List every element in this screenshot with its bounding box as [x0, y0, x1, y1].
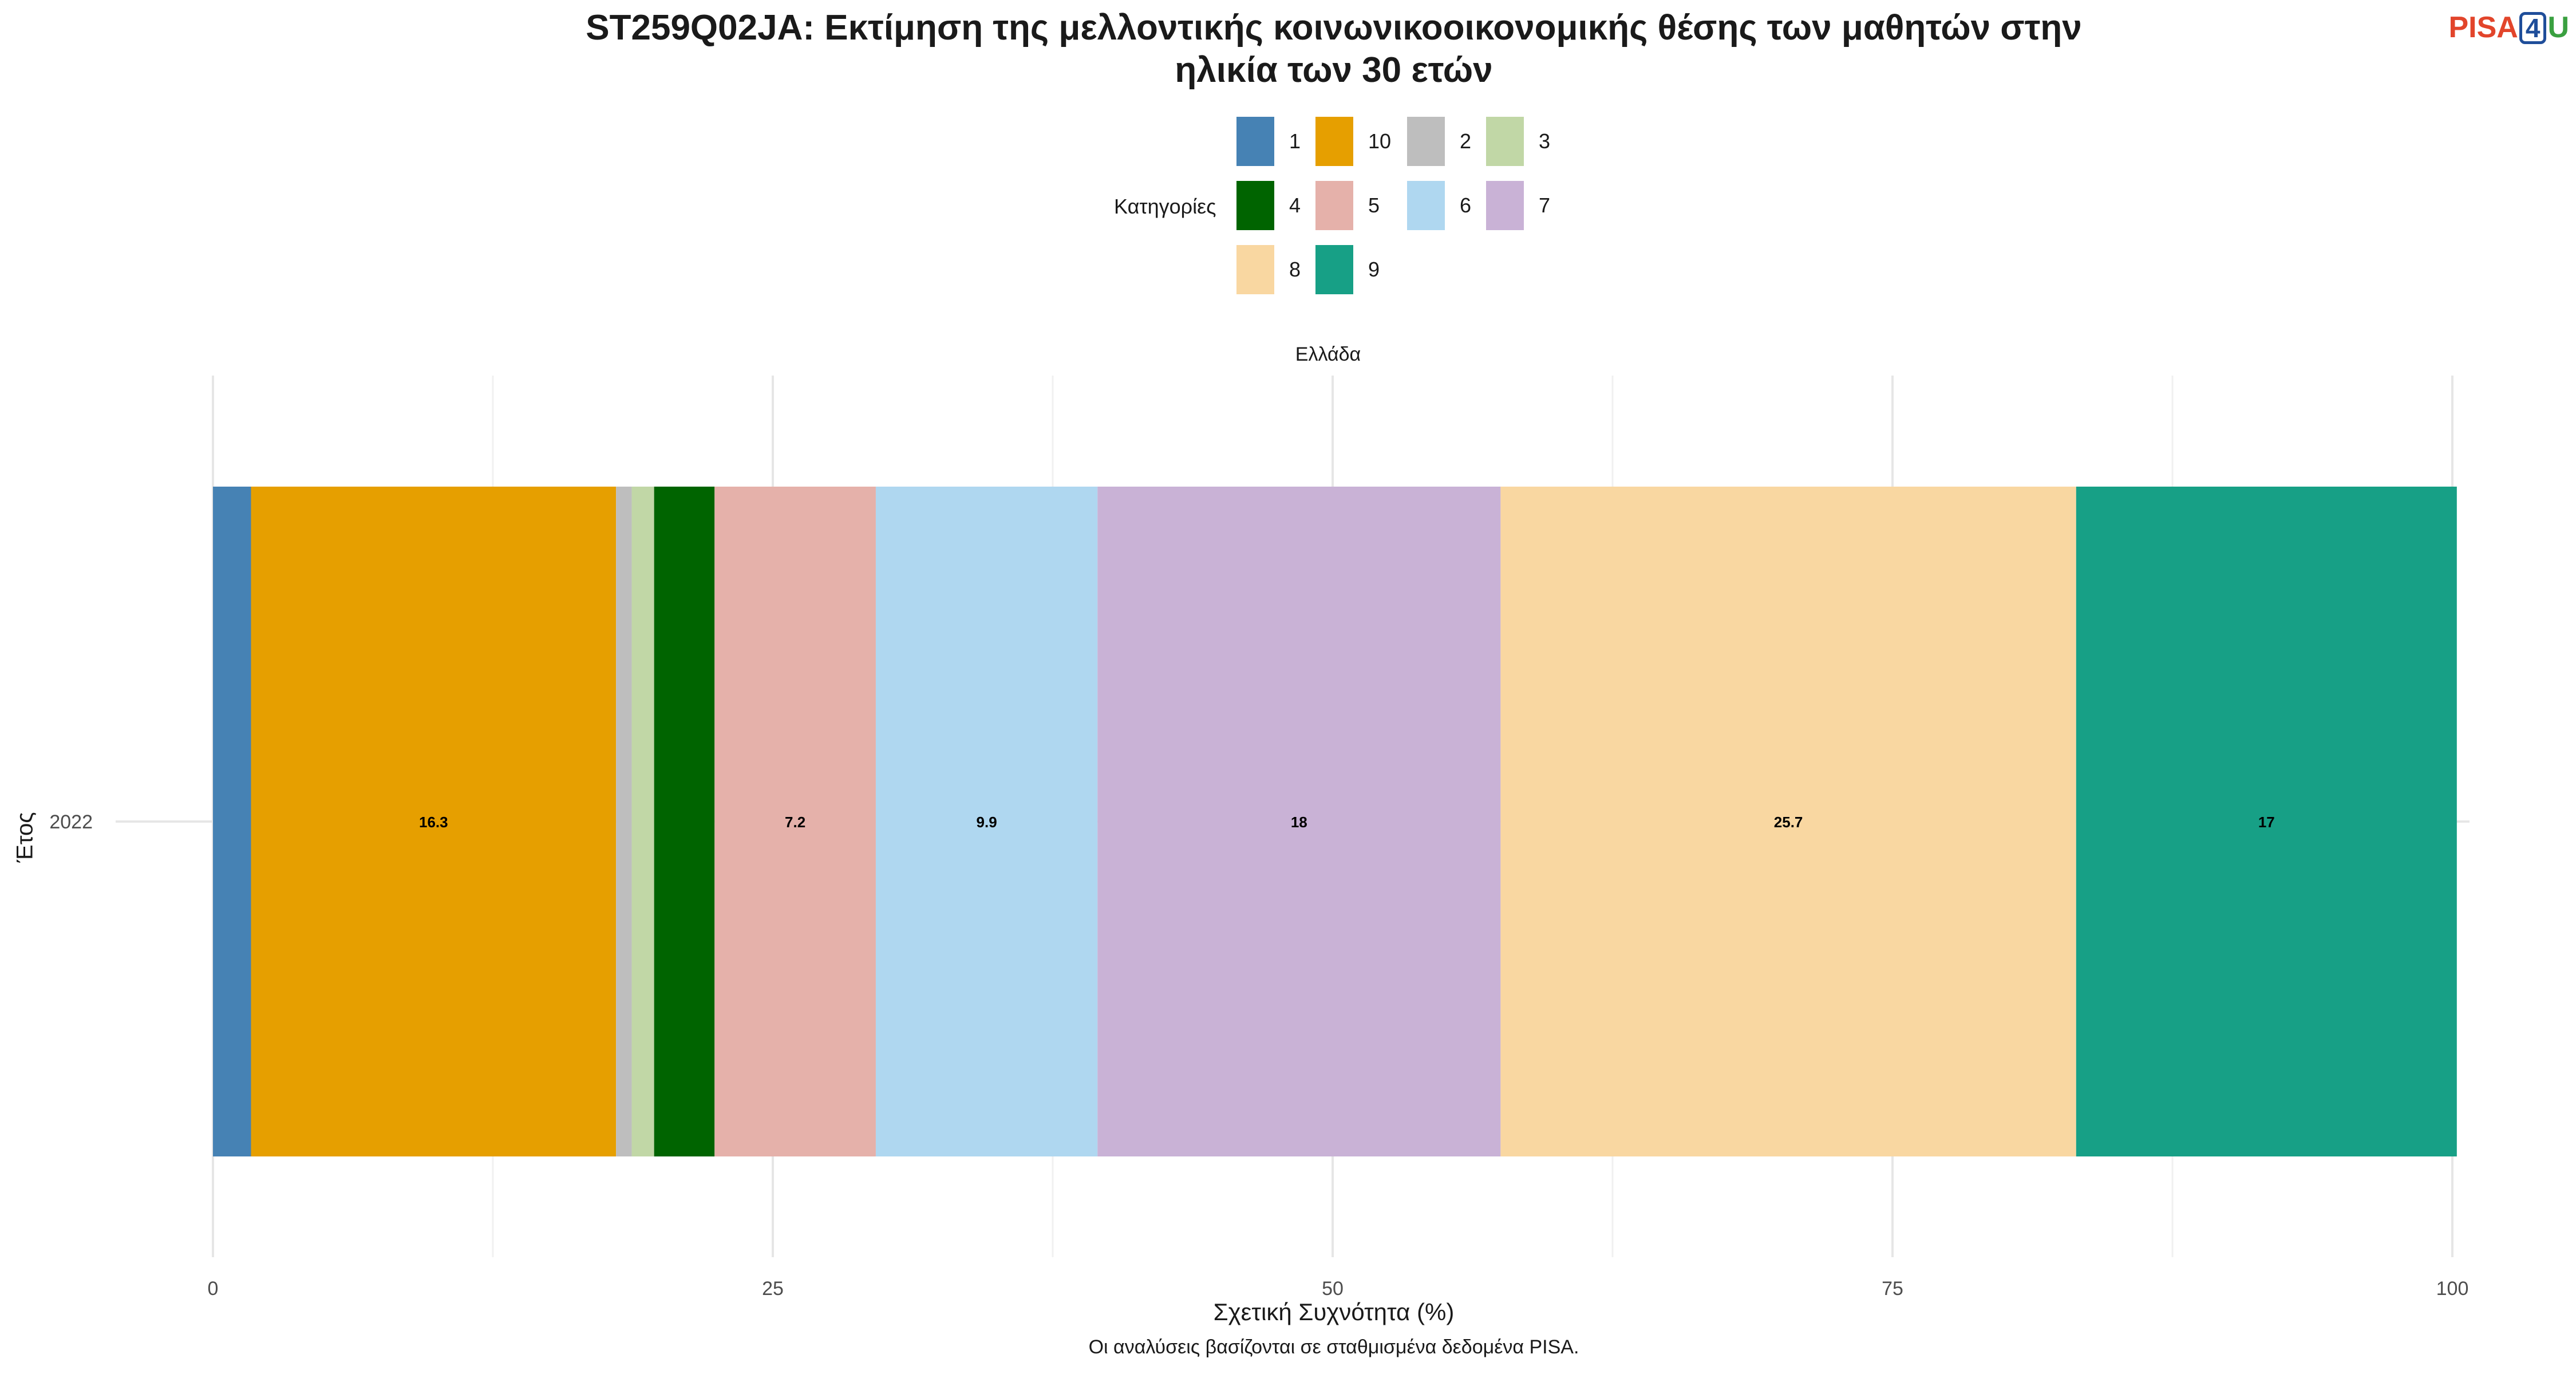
- legend-item-10: 10: [1315, 117, 1391, 166]
- chart-title: ST259Q02JA: Εκτίμηση της μελλοντικής κοι…: [0, 7, 2576, 92]
- logo-pisa-text: PISA: [2448, 11, 2518, 44]
- x-tick-label: 75: [1882, 1278, 1903, 1300]
- legend-label: 2: [1460, 129, 1472, 153]
- caption: Οι αναλύσεις βασίζονται σε σταθμισμένα δ…: [1088, 1336, 1579, 1358]
- data-label-10: 16.3: [419, 814, 448, 831]
- bar-segment-9: [2076, 487, 2457, 1156]
- legend-item-6: 6: [1407, 181, 1471, 230]
- legend-label: 3: [1539, 129, 1551, 153]
- legend-swatch: [1315, 245, 1353, 294]
- bar-segment-2: [616, 487, 632, 1156]
- chart-title-line2: ηλικία των 30 ετών: [1175, 50, 1493, 90]
- legend-swatch: [1315, 181, 1353, 230]
- pisa4u-logo: PISA 4 U: [2448, 10, 2569, 45]
- bar-segment-1: [213, 487, 251, 1156]
- legend-item-2: 2: [1407, 117, 1471, 166]
- y-axis-title: Έτος: [12, 812, 38, 863]
- bar-segment-8: [1500, 487, 2076, 1156]
- legend-label: 7: [1539, 194, 1551, 217]
- legend-label: 4: [1289, 194, 1301, 217]
- data-label-5: 7.2: [785, 814, 805, 831]
- legend-item-9: 9: [1315, 245, 1380, 294]
- legend-swatch: [1236, 117, 1274, 166]
- bar-segment-5: [714, 487, 876, 1156]
- x-tick-label: 0: [208, 1278, 219, 1300]
- legend-item-8: 8: [1236, 245, 1301, 294]
- legend-label: 9: [1368, 258, 1380, 281]
- bar-segment-4: [654, 487, 715, 1156]
- legend-swatch: [1236, 181, 1274, 230]
- logo-u-text: U: [2547, 11, 2569, 44]
- legend-swatch: [1315, 117, 1353, 166]
- data-label-6: 9.9: [977, 814, 997, 831]
- y-tick-label: 2022: [49, 811, 93, 833]
- facet-label: Ελλάδα: [1295, 344, 1361, 365]
- logo-four-text: 4: [2519, 12, 2547, 44]
- legend-label: 1: [1289, 129, 1301, 153]
- legend-item-4: 4: [1236, 181, 1301, 230]
- legend-swatch: [1486, 181, 1524, 230]
- chart-title-line1: ST259Q02JA: Εκτίμηση της μελλοντικής κοι…: [586, 8, 2082, 48]
- bar-segment-7: [1097, 487, 1501, 1156]
- x-axis-title: Σχετική Συχνότητα (%): [1213, 1298, 1455, 1325]
- legend-item-5: 5: [1315, 181, 1380, 230]
- legend-label: 6: [1460, 194, 1472, 217]
- legend-label: 10: [1368, 129, 1392, 153]
- bar-segment-6: [875, 487, 1098, 1156]
- legend-item-7: 7: [1486, 181, 1550, 230]
- legend-swatch: [1486, 117, 1524, 166]
- bar-segment-10: [251, 487, 617, 1156]
- x-tick-label: 100: [2436, 1278, 2469, 1300]
- legend-swatch: [1236, 245, 1274, 294]
- x-tick-label: 50: [1322, 1278, 1344, 1300]
- data-label-8: 25.7: [1774, 814, 1803, 831]
- data-label-7: 18: [1291, 814, 1307, 831]
- legend-title: Κατηγορίες: [1114, 195, 1216, 218]
- legend-label: 8: [1289, 258, 1301, 281]
- legend-label: 5: [1368, 194, 1380, 217]
- data-label-9: 17: [2258, 814, 2275, 831]
- legend-swatch: [1407, 181, 1445, 230]
- legend-item-1: 1: [1236, 117, 1301, 166]
- bar-segment-3: [631, 487, 654, 1156]
- legend-swatch: [1407, 117, 1445, 166]
- legend-item-3: 3: [1486, 117, 1550, 166]
- x-tick-label: 25: [762, 1278, 784, 1300]
